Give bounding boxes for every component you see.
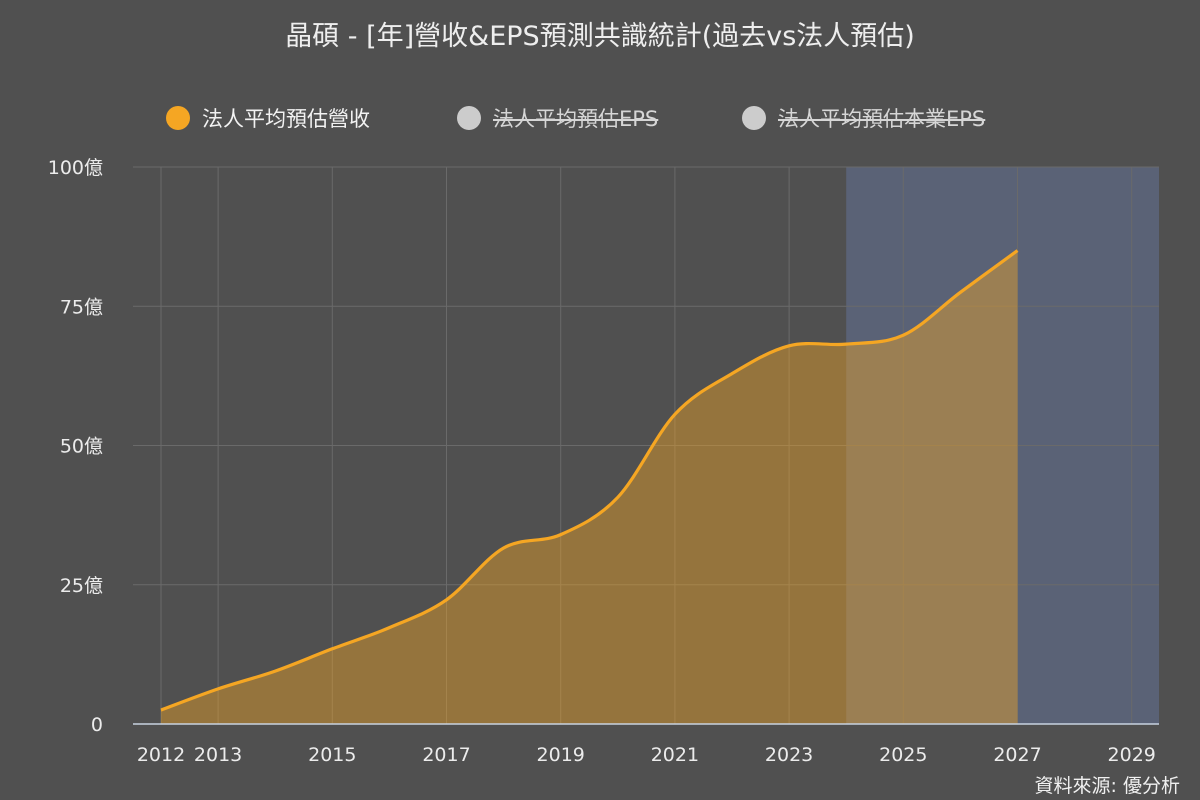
x-tick-label: 2021 bbox=[651, 744, 699, 766]
legend-item-eps[interactable]: 法人平均預估EPS bbox=[457, 100, 658, 136]
x-tick-label: 2013 bbox=[194, 744, 242, 766]
legend-label: 法人平均預估EPS bbox=[493, 107, 659, 131]
y-tick-label: 100億 bbox=[48, 157, 103, 179]
x-tick-label: 2025 bbox=[879, 744, 927, 766]
x-tick-label: 2029 bbox=[1108, 744, 1156, 766]
chart-title: 晶碩 - [年]營收&EPS預測共識統計(過去vs法人預估) bbox=[285, 21, 915, 52]
legend-item-core-eps[interactable]: 法人平均預估本業EPS bbox=[742, 100, 985, 136]
legend-dot-icon bbox=[166, 106, 190, 130]
legend: 法人平均預估營收 法人平均預估EPS 法人平均預估本業EPS bbox=[0, 100, 1200, 136]
x-tick-label: 2027 bbox=[993, 744, 1041, 766]
y-tick-label: 0 bbox=[91, 714, 103, 736]
source-credit: 資料來源: 優分析 bbox=[1034, 775, 1180, 797]
y-tick-label: 75億 bbox=[60, 296, 103, 318]
legend-label: 法人平均預估本業EPS bbox=[778, 107, 986, 131]
legend-dot-icon bbox=[742, 106, 766, 130]
revenue-line bbox=[160, 249, 1019, 712]
x-tick-label: 2015 bbox=[308, 744, 356, 766]
x-tick-label: 2023 bbox=[765, 744, 813, 766]
y-tick-label: 50億 bbox=[60, 436, 103, 458]
x-tick-label: 2019 bbox=[537, 744, 585, 766]
legend-dot-icon bbox=[457, 106, 481, 130]
revenue-area bbox=[161, 250, 1018, 725]
x-tick-label: 2017 bbox=[422, 744, 470, 766]
legend-item-revenue[interactable]: 法人平均預估營收 bbox=[166, 100, 370, 136]
legend-label: 法人平均預估營收 bbox=[202, 107, 370, 131]
x-tick-label: 2012 bbox=[137, 744, 185, 766]
y-tick-label: 25億 bbox=[60, 575, 103, 597]
